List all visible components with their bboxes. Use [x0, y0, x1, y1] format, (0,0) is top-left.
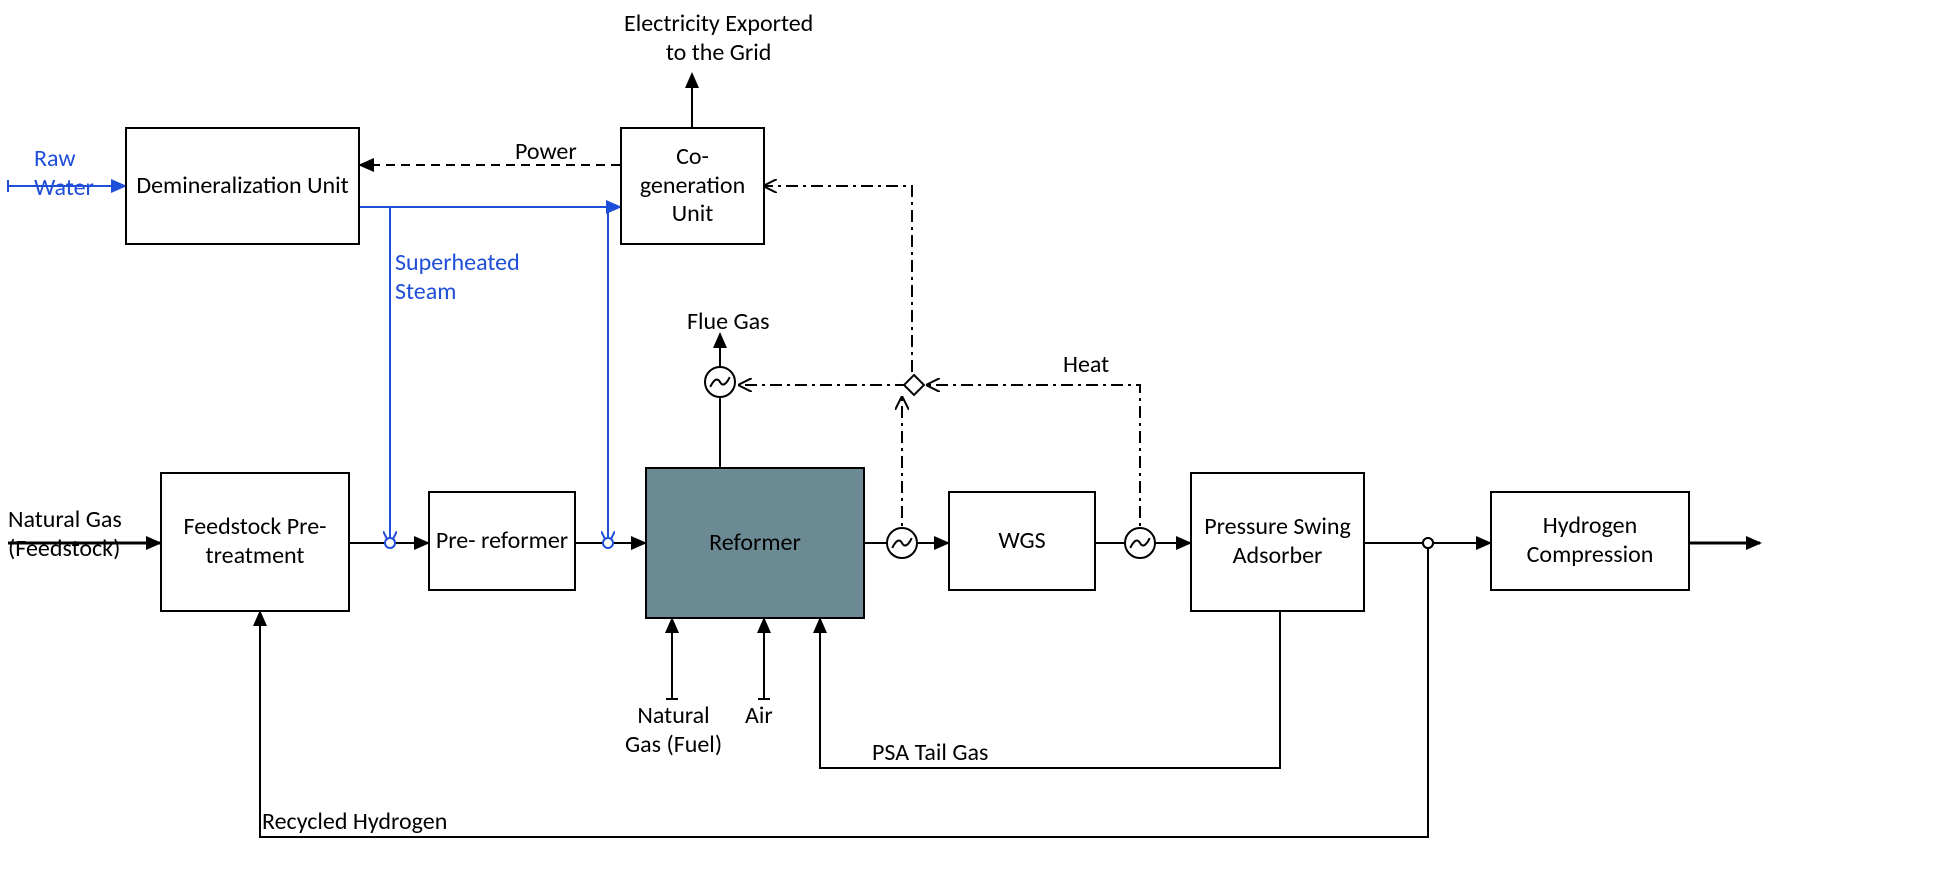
label-elec_grid: Electricity Exported to the Grid	[624, 10, 813, 68]
node-wgs: WGS	[948, 491, 1096, 591]
heat-junction-diamond	[904, 375, 924, 395]
node-feedpre: Feedstock Pre- treatment	[160, 472, 350, 612]
label-ng_feed: Natural Gas (Feedstock)	[8, 506, 122, 564]
heat-exchanger-hx1	[887, 528, 917, 558]
node-deminer: Demineralization Unit	[125, 127, 360, 245]
junction-node	[603, 538, 613, 548]
label-air: Air	[745, 702, 773, 731]
junction-node	[385, 538, 395, 548]
label-sh_steam: Superheated Steam	[395, 249, 520, 307]
node-psa: Pressure Swing Adsorber	[1190, 472, 1365, 612]
label-psa_tail: PSA Tail Gas	[872, 739, 988, 768]
label-flue_gas: Flue Gas	[687, 308, 770, 337]
junction-node	[1423, 538, 1433, 548]
node-cogen: Co- generation Unit	[620, 127, 765, 245]
node-h2comp: Hydrogen Compression	[1490, 491, 1690, 591]
label-power: Power	[515, 138, 577, 167]
heat-exchanger-hx-flue	[705, 367, 735, 397]
node-preref: Pre- reformer	[428, 491, 576, 591]
node-reformer: Reformer	[645, 467, 865, 619]
label-ng_fuel: Natural Gas (Fuel)	[625, 702, 722, 760]
edge-heat-to-cogen	[765, 186, 912, 372]
label-heat: Heat	[1063, 351, 1109, 380]
label-rec_h2: Recycled Hydrogen	[262, 808, 447, 837]
label-raw_water: Raw Water	[34, 145, 94, 203]
heat-exchanger-hx2	[1125, 528, 1155, 558]
